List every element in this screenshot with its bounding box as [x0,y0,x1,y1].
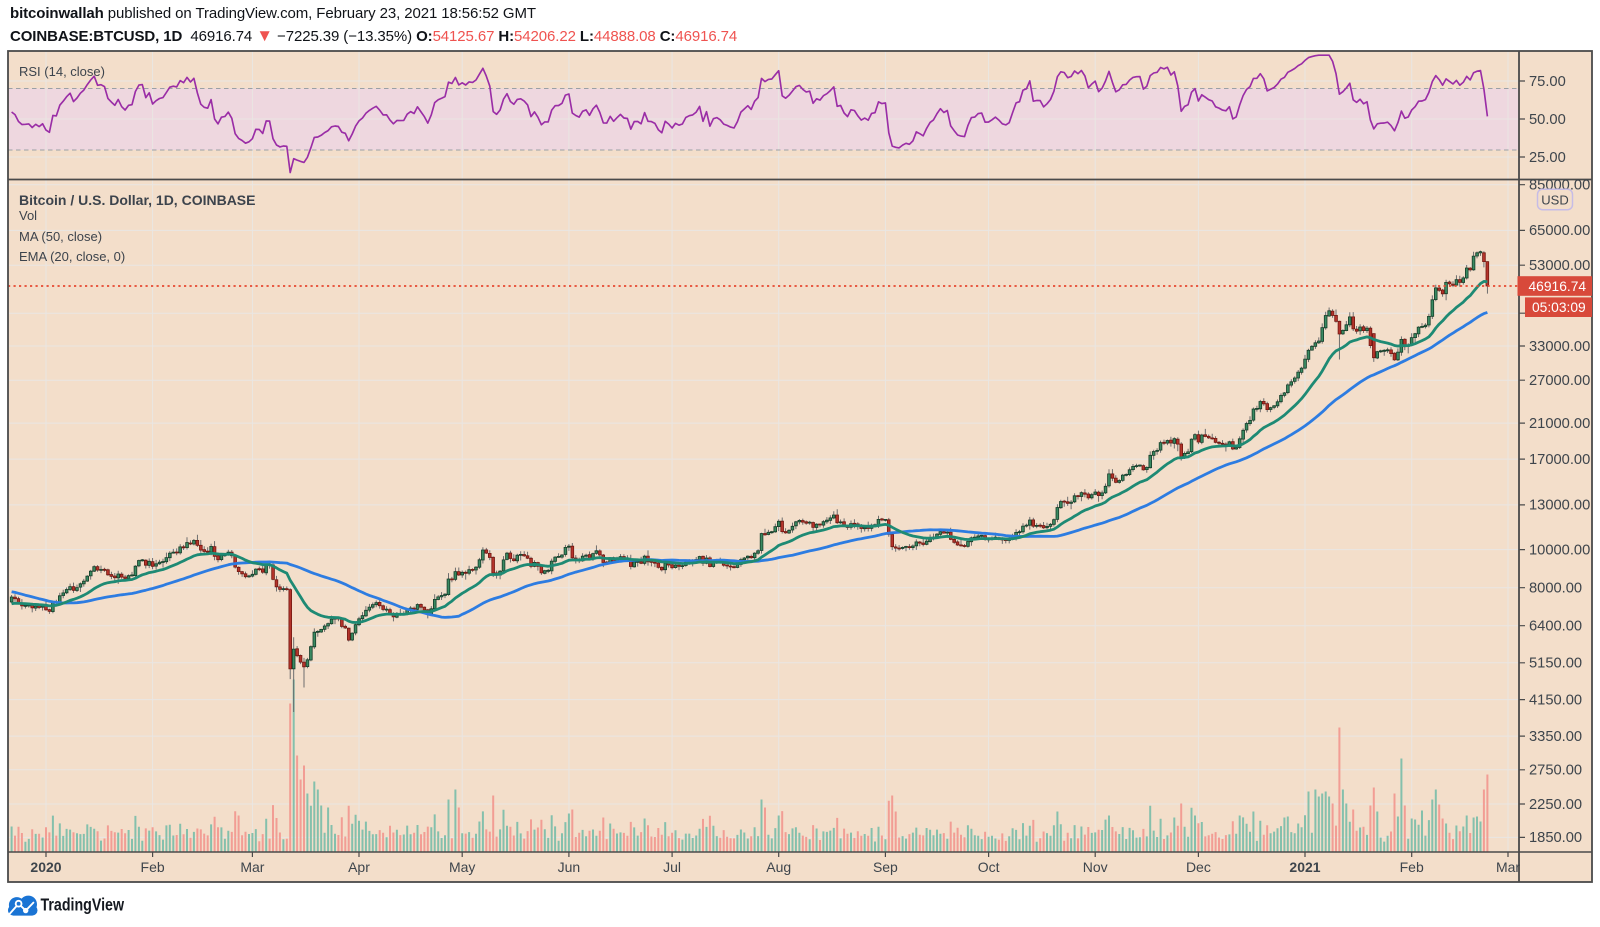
svg-text:2021: 2021 [1289,859,1320,875]
svg-text:Mar: Mar [240,859,264,875]
svg-text:USD: USD [1541,192,1568,207]
svg-text:1850.00: 1850.00 [1529,830,1582,846]
svg-text:05:03:09: 05:03:09 [1532,300,1586,315]
svg-text:Jun: Jun [558,859,581,875]
svg-text:Nov: Nov [1083,859,1108,875]
svg-text:RSI (14, close): RSI (14, close) [19,64,105,79]
svg-text:10000.00: 10000.00 [1529,542,1590,558]
svg-text:Vol: Vol [19,208,37,223]
svg-text:17000.00: 17000.00 [1529,452,1590,468]
svg-text:75.00: 75.00 [1529,74,1566,90]
svg-text:Dec: Dec [1186,859,1211,875]
svg-text:2020: 2020 [30,859,61,875]
svg-text:Oct: Oct [978,859,1000,875]
svg-text:13000.00: 13000.00 [1529,498,1590,514]
svg-text:5150.00: 5150.00 [1529,656,1582,672]
svg-text:27000.00: 27000.00 [1529,373,1590,389]
svg-text:Apr: Apr [348,859,370,875]
svg-text:TradingView: TradingView [41,895,125,915]
svg-text:8000.00: 8000.00 [1529,581,1582,597]
svg-text:2750.00: 2750.00 [1529,763,1582,779]
svg-text:Jul: Jul [663,859,681,875]
svg-text:46916.74: 46916.74 [1529,279,1587,294]
svg-text:4150.00: 4150.00 [1529,692,1582,708]
svg-text:2250.00: 2250.00 [1529,797,1582,813]
svg-text:50.00: 50.00 [1529,112,1566,128]
svg-text:21000.00: 21000.00 [1529,416,1590,432]
svg-text:Feb: Feb [1400,859,1424,875]
svg-text:Bitcoin / U.S. Dollar, 1D, COI: Bitcoin / U.S. Dollar, 1D, COINBASE [19,192,255,208]
svg-text:6400.00: 6400.00 [1529,619,1582,635]
svg-text:May: May [449,859,475,875]
svg-text:33000.00: 33000.00 [1529,339,1590,355]
svg-text:Aug: Aug [766,859,791,875]
svg-text:65000.00: 65000.00 [1529,223,1590,239]
svg-text:Mar: Mar [1496,859,1520,875]
svg-text:25.00: 25.00 [1529,150,1566,166]
svg-text:Sep: Sep [873,859,898,875]
svg-text:MA (50, close): MA (50, close) [19,229,102,244]
svg-text:3350.00: 3350.00 [1529,729,1582,745]
svg-text:EMA (20, close, 0): EMA (20, close, 0) [19,249,125,264]
svg-text:Feb: Feb [141,859,165,875]
svg-text:53000.00: 53000.00 [1529,258,1590,274]
